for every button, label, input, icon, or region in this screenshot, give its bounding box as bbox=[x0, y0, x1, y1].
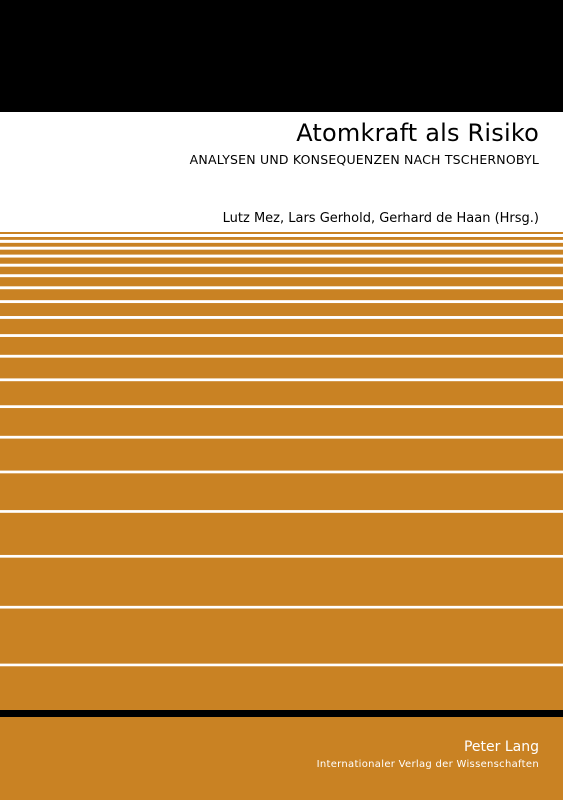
publisher-name: Peter Lang bbox=[463, 739, 539, 755]
stripe-band bbox=[0, 557, 563, 606]
stripe-band bbox=[0, 608, 563, 664]
stripe-band bbox=[0, 408, 563, 436]
stripe-band bbox=[0, 277, 563, 287]
stripe-band bbox=[0, 303, 563, 317]
stripe-band bbox=[0, 237, 563, 240]
stripe-band bbox=[0, 666, 563, 710]
stripe-band bbox=[0, 249, 563, 255]
book-editors: Lutz Mez, Lars Gerhold, Gerhard de Haan … bbox=[222, 211, 539, 226]
stripe-band bbox=[0, 257, 563, 264]
book-title: Atomkraft als Risiko bbox=[296, 119, 539, 147]
stripe-band bbox=[0, 357, 563, 379]
book-subtitle: ANALYSEN UND KONSEQUENZEN NACH TSCHERNOB… bbox=[189, 152, 539, 167]
stripe-band bbox=[0, 266, 563, 275]
stripe-band bbox=[0, 318, 563, 335]
black-divider-rule bbox=[0, 710, 563, 717]
stripe-band bbox=[0, 381, 563, 406]
top-black-band bbox=[0, 0, 563, 112]
stripe-band bbox=[0, 289, 563, 301]
orange-stripe-pattern bbox=[0, 232, 563, 710]
stripe-band bbox=[0, 438, 563, 471]
stripe-band bbox=[0, 336, 563, 355]
stripe-band bbox=[0, 232, 563, 234]
stripe-band bbox=[0, 242, 563, 247]
stripe-band bbox=[0, 512, 563, 555]
publisher-band: Peter Lang Internationaler Verlag der Wi… bbox=[0, 717, 563, 800]
publisher-tagline: Internationaler Verlag der Wissenschafte… bbox=[316, 759, 539, 770]
title-block: Atomkraft als Risiko ANALYSEN UND KONSEQ… bbox=[0, 112, 563, 232]
stripe-band bbox=[0, 473, 563, 511]
